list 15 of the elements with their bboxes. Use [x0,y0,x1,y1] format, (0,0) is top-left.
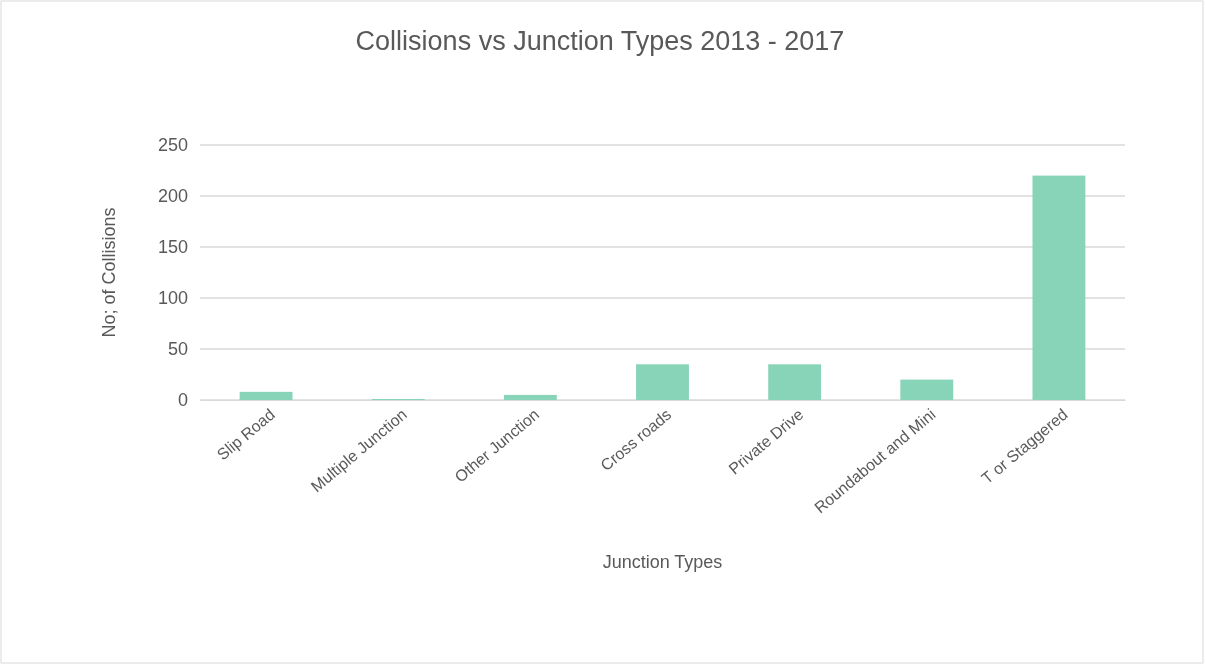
y-tick-label: 100 [157,288,188,309]
bar [1032,175,1086,400]
y-tick-label: 50 [167,339,188,360]
bar [503,394,557,400]
bar [636,364,689,400]
bar [900,379,954,400]
y-tick-label: 250 [157,135,188,156]
y-tick-label: 150 [157,237,188,258]
y-tick-label: 0 [177,390,188,411]
bar [768,364,822,400]
chart-title: Collisions vs Junction Types 2013 - 2017 [355,26,845,56]
bar [239,391,293,400]
y-axis-title: No; of Collisions [99,207,119,338]
x-axis-title: Junction Types [602,552,723,572]
y-tick-label: 200 [157,186,188,207]
